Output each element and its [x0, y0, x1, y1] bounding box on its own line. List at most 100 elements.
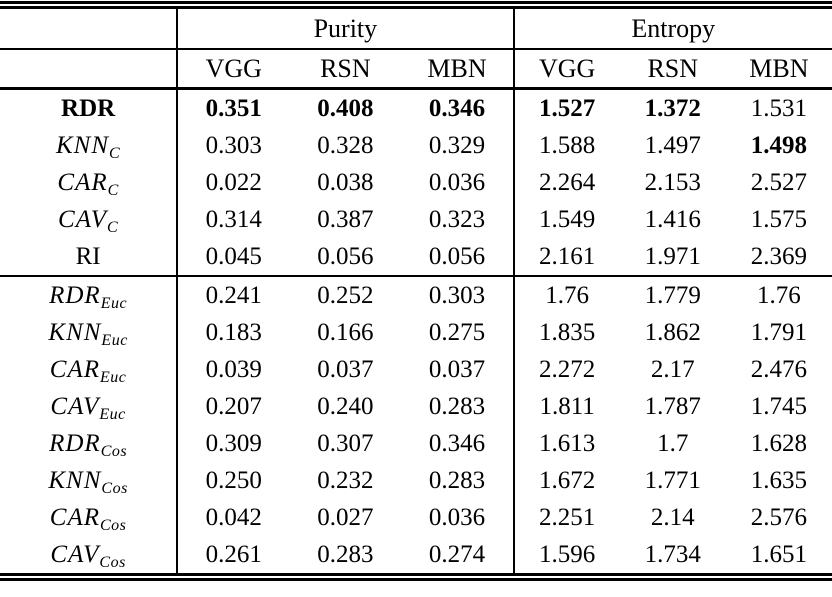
- table-row: KNNCos 0.250 0.232 0.283 1.672 1.771 1.6…: [0, 462, 832, 499]
- row-label: RI: [0, 238, 179, 277]
- cell: 0.283: [401, 388, 515, 425]
- cell: 2.17: [650, 356, 695, 383]
- cell: 1.7: [657, 430, 689, 457]
- cell: 1.549: [539, 206, 596, 233]
- cell: 0.283: [401, 462, 515, 499]
- cell: 0.351: [205, 95, 262, 122]
- cell: 1.811: [539, 393, 595, 420]
- cell: 0.346: [401, 88, 515, 127]
- cell: 1.416: [644, 206, 701, 233]
- cell: 1.771: [644, 467, 701, 494]
- cell: 2.527: [750, 169, 808, 196]
- cell: 0.241: [205, 282, 262, 309]
- cell: 2.369: [725, 238, 832, 277]
- cell: 1.497: [644, 132, 701, 159]
- cell: 0.045: [177, 238, 290, 277]
- cell: 0.303: [401, 276, 515, 314]
- table-row: RDR 0.351 0.408 0.346 1.527 1.372 1.531: [0, 88, 832, 127]
- cell: 0.250: [205, 467, 262, 494]
- column-header: VGG: [177, 49, 290, 90]
- cell: 0.275: [401, 314, 515, 351]
- column-header: VGG: [513, 49, 620, 90]
- row-label: KNNCos: [0, 462, 179, 499]
- cell: 1.596: [539, 541, 596, 568]
- cell: 0.056: [401, 238, 515, 277]
- table-row: RI 0.045 0.056 0.056 2.161 1.971 2.369: [0, 238, 832, 277]
- cell: 1.651: [750, 541, 808, 568]
- row-label: CAREuc: [0, 351, 179, 388]
- table-row: CARCos 0.042 0.027 0.036 2.251 2.14 2.57…: [0, 499, 832, 536]
- cell: 2.476: [750, 356, 808, 383]
- cell: 1.779: [644, 282, 701, 309]
- cell: 1.372: [644, 95, 701, 122]
- subheader-row: VGG RSN MBN VGG RSN MBN: [0, 49, 832, 90]
- row-label: CARC: [0, 164, 179, 201]
- table-row: CAVEuc 0.207 0.240 0.283 1.811 1.787 1.7…: [0, 388, 832, 425]
- cell: 0.036: [401, 499, 515, 536]
- cell: 1.745: [750, 393, 808, 420]
- cell: 0.038: [317, 169, 374, 196]
- corner-cell: [0, 49, 179, 90]
- table-row: CARC 0.022 0.038 0.036 2.264 2.153 2.527: [0, 164, 832, 201]
- cell: 1.588: [539, 132, 596, 159]
- table-row: RDREuc 0.241 0.252 0.303 1.76 1.779 1.76: [0, 276, 832, 314]
- cell: 0.408: [317, 95, 374, 122]
- row-label: CAVCos: [0, 536, 179, 577]
- cell: 1.862: [644, 319, 701, 346]
- cell: 0.346: [401, 425, 515, 462]
- cell: 0.183: [205, 319, 262, 346]
- cell: 1.76: [545, 282, 590, 309]
- cell: 0.328: [317, 132, 374, 159]
- cell: 0.303: [205, 132, 262, 159]
- cell: 2.251: [539, 504, 596, 531]
- group-header-purity: Purity: [177, 5, 515, 50]
- cell: 1.613: [539, 430, 596, 457]
- cell: 1.672: [539, 467, 596, 494]
- cell: 2.264: [539, 169, 596, 196]
- row-label: RDRCos: [0, 425, 179, 462]
- cell: 2.576: [750, 504, 808, 531]
- results-table: Purity Entropy VGG RSN MBN VGG RSN MBN R…: [0, 1, 832, 581]
- cell: 0.309: [205, 430, 262, 457]
- cell: 0.036: [401, 164, 515, 201]
- cell: 1.76: [757, 282, 801, 309]
- cell: 0.207: [205, 393, 262, 420]
- cell: 1.835: [539, 319, 596, 346]
- column-header: RSN: [619, 49, 726, 90]
- table-row: CAVCos 0.261 0.283 0.274 1.596 1.734 1.6…: [0, 536, 832, 577]
- column-header: MBN: [401, 49, 515, 90]
- cell: 0.037: [401, 351, 515, 388]
- cell: 1.575: [750, 206, 808, 233]
- cell: 2.161: [513, 238, 620, 277]
- cell: 1.498: [750, 132, 808, 159]
- cell: 1.527: [539, 95, 596, 122]
- cell: 0.307: [317, 430, 374, 457]
- table-row: RDRCos 0.309 0.307 0.346 1.613 1.7 1.628: [0, 425, 832, 462]
- cell: 2.272: [539, 356, 596, 383]
- cell: 0.329: [401, 127, 515, 164]
- row-label: RDR: [0, 88, 179, 127]
- cell: 0.232: [317, 467, 374, 494]
- cell: 0.387: [317, 206, 374, 233]
- cell: 0.056: [289, 238, 402, 277]
- row-label: CARCos: [0, 499, 179, 536]
- cell: 1.628: [750, 430, 808, 457]
- cell: 0.261: [205, 541, 262, 568]
- cell: 0.037: [317, 356, 374, 383]
- cell: 2.153: [644, 169, 701, 196]
- row-label: CAVEuc: [0, 388, 179, 425]
- cell: 0.252: [317, 282, 374, 309]
- group-header-row: Purity Entropy: [0, 5, 832, 50]
- column-header: MBN: [725, 49, 832, 90]
- cell: 0.022: [205, 169, 262, 196]
- row-label: KNNEuc: [0, 314, 179, 351]
- cell: 0.042: [205, 504, 262, 531]
- cell: 2.14: [650, 504, 695, 531]
- cell: 1.787: [644, 393, 701, 420]
- corner-cell: [0, 5, 179, 50]
- table-row: CAVC 0.314 0.387 0.323 1.549 1.416 1.575: [0, 201, 832, 238]
- table-row: KNNC 0.303 0.328 0.329 1.588 1.497 1.498: [0, 127, 832, 164]
- cell: 1.734: [644, 541, 701, 568]
- cell: 0.323: [401, 201, 515, 238]
